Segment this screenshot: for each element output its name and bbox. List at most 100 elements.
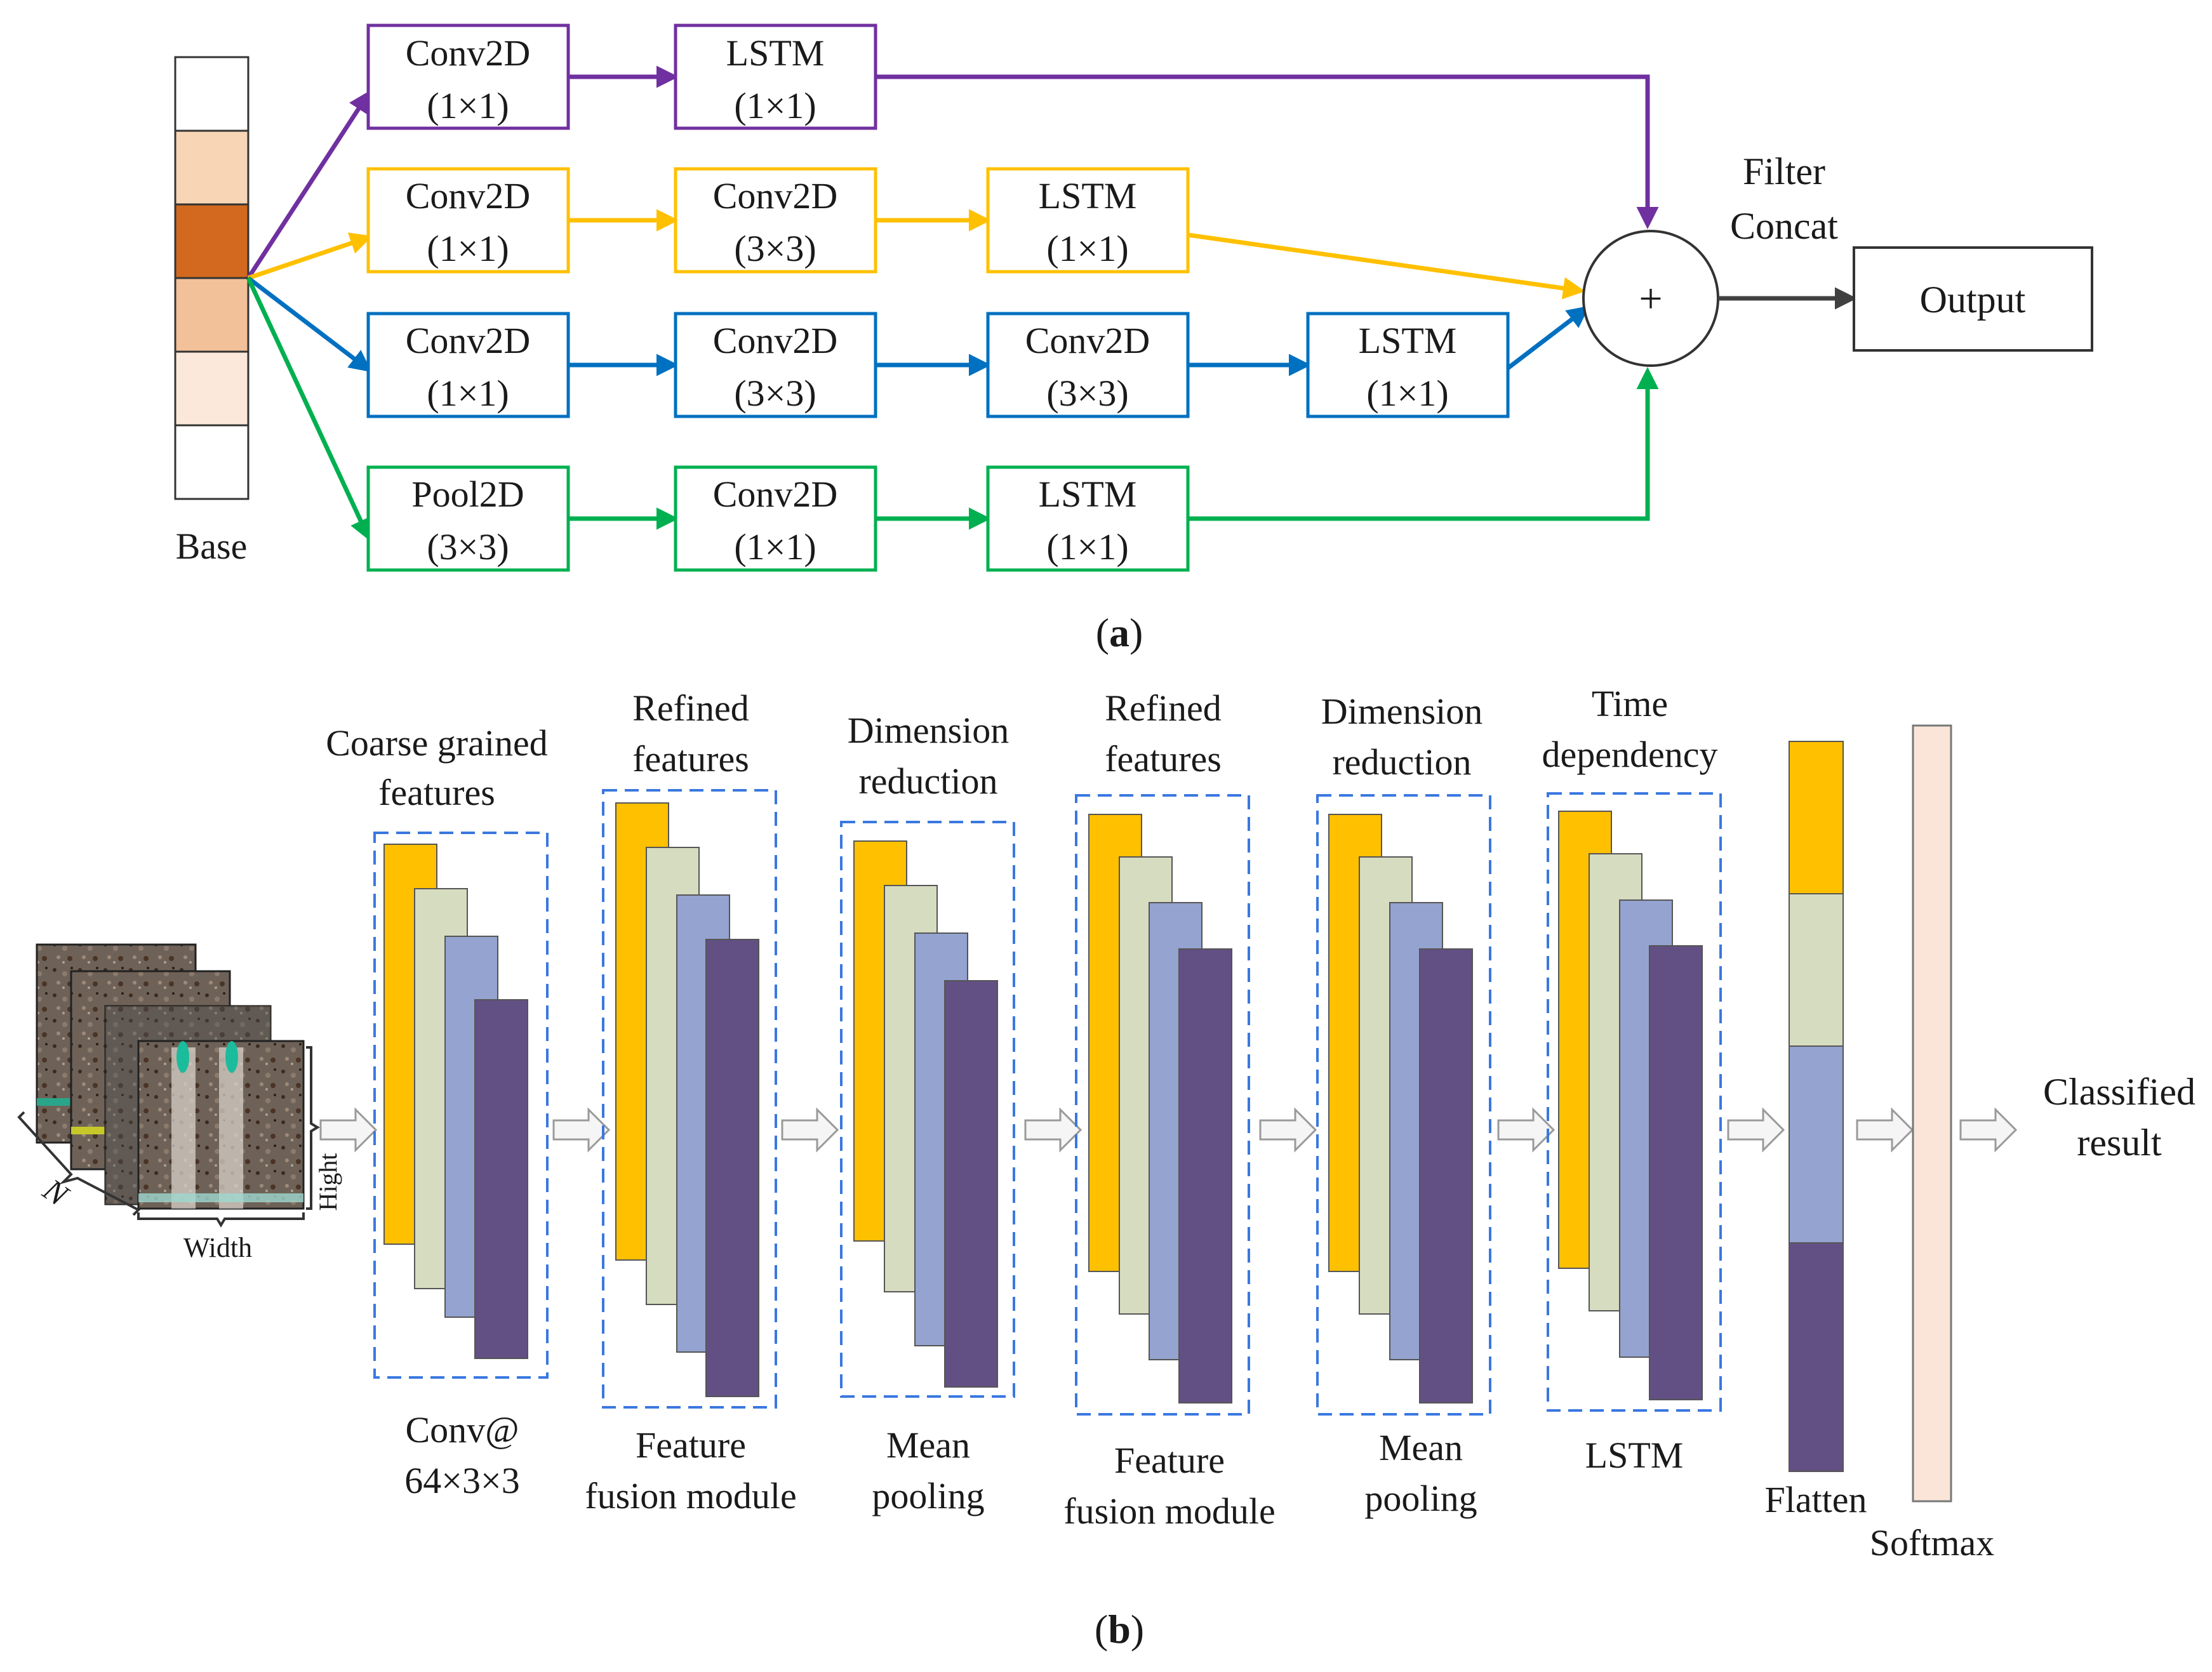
feature-map-purple [1178,948,1232,1403]
concat-label-line2: Concat [1730,205,1838,247]
box-label: LSTM [726,32,825,74]
branch1-box1 [366,23,570,130]
stage-bottom-label: fusion module [585,1475,796,1516]
flow-arrows [319,1107,2018,1153]
stage-feature-fusion-2: Refined features Feature fusion module [1063,687,1275,1532]
stage-bottom-label: Mean [886,1424,970,1466]
fanout-arrow-purple [246,90,371,279]
flatten-vector: Flatten [1764,741,1867,1520]
feature-map-purple [1419,948,1473,1403]
box-label: Conv2D [406,175,531,216]
concat-plus-symbol: + [1639,275,1662,322]
branch-yellow: Conv2D (1×1) Conv2D (3×3) LSTM (1×1) [366,167,1585,300]
branch3-box3 [986,312,1190,418]
box-kernel: (1×1) [1046,526,1128,567]
caption-b: (b) [1095,1607,1144,1652]
height-bracket [306,1046,320,1210]
stage-top-label: features [378,772,495,813]
stage-top-label: dependency [1542,734,1718,775]
box-kernel: (1×1) [427,373,509,414]
spectrogram-peak [225,1041,238,1073]
box-label: LSTM [1039,175,1137,216]
stage-dashed-frame [373,832,549,1379]
concat-label-line1: Filter [1743,150,1825,192]
stage-mean-pooling-2: Dimension reduction Mean pooling [1316,691,1491,1519]
stage-lstm: Time dependency LSTM [1542,683,1722,1476]
stage-bottom-label: Feature [636,1424,746,1466]
branch-to-concat-arrow [1187,232,1585,300]
stage-dashed-frame [840,821,1015,1398]
box-label: Conv2D [713,474,838,515]
spectrogram-peak [177,1041,189,1073]
stage-feature-fusion-1: Refined features Feature fusion module [585,687,796,1516]
caption-a: (a) [1096,610,1143,655]
stage-bottom-label: Feature [1114,1440,1225,1481]
box-kernel: (1×1) [1046,228,1128,269]
branch-blue: Conv2D (1×1) Conv2D (3×3) Conv2D (3×3) L… [366,305,1590,418]
branch4-box2 [674,465,877,572]
branch-purple: Conv2D (1×1) LSTM (1×1) [366,23,1659,229]
stage-conv: Coarse grained features Conv@ 64×3×3 [326,722,549,1501]
box-kernel: (1×1) [427,228,509,269]
stage-bottom-label: Mean [1379,1427,1463,1468]
output-label: Output [1920,279,2026,321]
feature-map-purple [705,939,759,1397]
panel-b: Hight Width N Coarse grained features [17,683,2195,1652]
classified-result-label: result [2077,1122,2162,1164]
branch-to-concat-arrow [1506,305,1590,370]
width-bracket [137,1212,305,1228]
box-label: Pool2D [411,474,524,515]
base-label: Base [176,526,248,567]
fanout-arrow-green [246,277,371,541]
feature-map-purple [1649,945,1703,1400]
feature-map-purple [944,980,998,1388]
stage-top-label: features [632,738,749,780]
flatten-label: Flatten [1764,1479,1867,1520]
base-cell [174,56,250,132]
softmax-layer: Softmax [1870,724,1994,1563]
base-cell [174,350,250,427]
box-label: Conv2D [713,320,838,361]
classified-result-label: Classified [2043,1071,2195,1113]
box-kernel: (3×3) [734,373,816,414]
branch4-box1 [366,465,570,572]
softmax-bar [1912,724,1952,1503]
flow-arrow [552,1107,611,1153]
box-label: Conv2D [1025,320,1150,361]
stage-top-label: Dimension [848,710,1009,751]
box-kernel: (3×3) [1046,373,1128,414]
stage-bottom-label: Conv@ [405,1409,519,1450]
height-label: Hight [314,1153,342,1211]
stage-top-label: features [1105,738,1222,780]
box-kernel: (1×1) [427,85,509,126]
fanout-arrow-yellow [247,232,373,281]
flatten-segment-purple [1789,1242,1844,1472]
stage-bottom-label: pooling [872,1475,984,1516]
n-bracket [17,1111,141,1216]
flatten-segment-yellow [1789,741,1844,894]
branch-to-concat-arrow [876,74,1659,229]
flow-arrow [1024,1107,1083,1153]
branch3-box2 [674,312,877,418]
stage-dashed-frame [602,789,777,1409]
feature-map-purple [474,999,528,1359]
output-box [1853,246,2093,352]
branch3-box4 [1306,312,1510,418]
stage-top-label: reduction [858,760,997,802]
branch2-box3 [986,167,1190,274]
base-cell [174,277,250,353]
spectrogram-band [138,1193,303,1202]
branch-to-concat-arrow [1188,367,1659,521]
flow-arrow [1727,1107,1785,1153]
spectrogram-stripe [171,1047,196,1209]
stage-top-label: Dimension [1321,691,1483,732]
stage-dashed-frame [1075,794,1250,1416]
base-cell [174,424,250,500]
branch3-box1 [366,312,570,418]
stage-dashed-frame [1547,792,1722,1412]
base-cell [174,203,250,279]
stage-bottom-label: pooling [1364,1478,1477,1519]
flow-arrow [781,1107,839,1153]
stage-top-label: Refined [1105,687,1222,729]
